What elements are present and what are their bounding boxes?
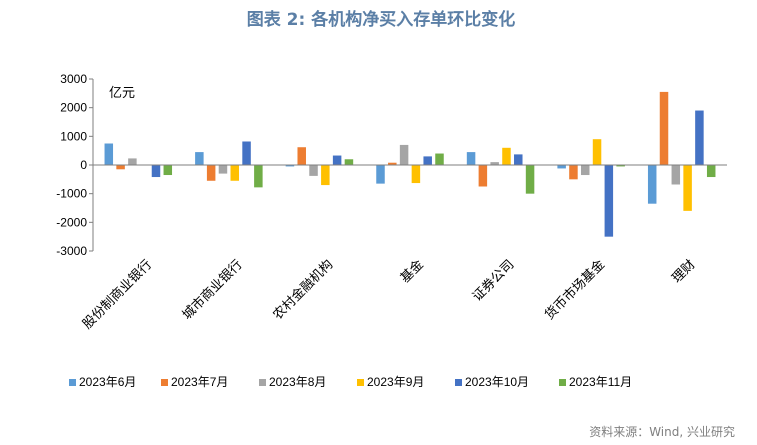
bar-4-5	[423, 156, 432, 165]
x-category-label: 理财	[670, 257, 699, 286]
bar-3-4	[321, 165, 330, 186]
bar-3-5	[332, 155, 342, 165]
legend-swatch-5	[455, 379, 462, 386]
bar-4-3	[399, 144, 409, 165]
y-tick-label: -3000	[56, 244, 87, 258]
bar-3-3	[309, 165, 318, 176]
bar-1-1	[104, 143, 114, 165]
bar-6-3	[580, 165, 590, 176]
bar-1-3	[128, 158, 137, 165]
bar-6-4	[592, 139, 602, 165]
legend-swatch-6	[559, 379, 566, 386]
bar-5-4	[502, 147, 511, 165]
bar-2-5	[242, 141, 251, 165]
y-unit-label: 亿元	[109, 86, 135, 101]
bar-1-5	[151, 165, 161, 178]
bar-3-2	[297, 147, 306, 165]
y-tick-label: 0	[80, 158, 87, 172]
source-note: 资料来源：Wind, 兴业研究	[589, 424, 735, 439]
bar-6-5	[604, 165, 614, 237]
bar-2-3	[218, 165, 228, 174]
legend-label-6: 2023年11月	[569, 375, 632, 389]
legend-swatch-1	[69, 379, 76, 386]
bar-5-6	[525, 165, 535, 194]
bar-6-2	[569, 165, 578, 180]
legend-label-4: 2023年9月	[367, 375, 424, 389]
legend-swatch-4	[357, 379, 364, 386]
y-tick-label: -2000	[56, 215, 87, 229]
bar-3-6	[344, 159, 354, 165]
bar-7-2	[659, 91, 669, 165]
bar-5-2	[478, 165, 488, 187]
y-tick-label: 2000	[60, 101, 87, 115]
x-category-label: 货币市场基金	[541, 257, 607, 323]
x-category-label: 农村金融机构	[270, 257, 336, 323]
bar-5-1	[466, 152, 476, 165]
legend-label-5: 2023年10月	[465, 375, 529, 389]
bar-2-4	[230, 165, 240, 181]
legend: 2023年6月 2023年7月 2023年8月 2023年9月 2023年10月 2023…	[69, 375, 632, 389]
x-axis: 股份制商业银行 城市商业银行 农村金融机构 基金 证券公司 货币市场基金 理财	[80, 164, 727, 332]
y-axis: 3000 2000 1000 0 -1000 -2000 -3000	[56, 72, 94, 258]
bar-3-1	[285, 165, 295, 167]
bar-2-1	[195, 152, 204, 165]
legend-label-3: 2023年8月	[269, 375, 326, 389]
bar-7-1	[647, 165, 657, 204]
bar-2-6	[254, 165, 263, 188]
legend-swatch-2	[161, 379, 168, 386]
bar-4-6	[435, 153, 444, 165]
bar-5-3	[490, 162, 499, 165]
bars-layer	[104, 91, 716, 237]
bar-2-2	[206, 165, 216, 181]
bar-5-5	[514, 154, 523, 165]
y-tick-label: 1000	[60, 129, 87, 143]
y-tick-label: -1000	[56, 187, 87, 201]
bar-6-6	[616, 165, 625, 167]
bar-4-2	[388, 162, 397, 165]
bar-7-3	[671, 165, 681, 185]
bar-1-2	[116, 165, 125, 170]
x-category-label: 证券公司	[469, 257, 517, 305]
bar-4-1	[376, 165, 385, 184]
x-category-label: 股份制商业银行	[80, 257, 155, 332]
y-tick-label: 3000	[60, 72, 87, 86]
legend-label-2: 2023年7月	[171, 375, 228, 389]
bar-7-5	[695, 110, 704, 165]
x-category-label: 城市商业银行	[179, 257, 245, 323]
bar-7-4	[683, 165, 692, 211]
legend-label-1: 2023年6月	[79, 375, 136, 389]
bar-1-6	[163, 165, 173, 176]
chart-title: 图表 2: 各机构净买入存单环比变化	[247, 9, 515, 30]
legend-swatch-3	[259, 379, 266, 386]
x-category-label: 基金	[397, 257, 427, 287]
bar-6-1	[557, 165, 566, 169]
bar-4-4	[411, 165, 421, 184]
bar-7-6	[706, 165, 716, 178]
